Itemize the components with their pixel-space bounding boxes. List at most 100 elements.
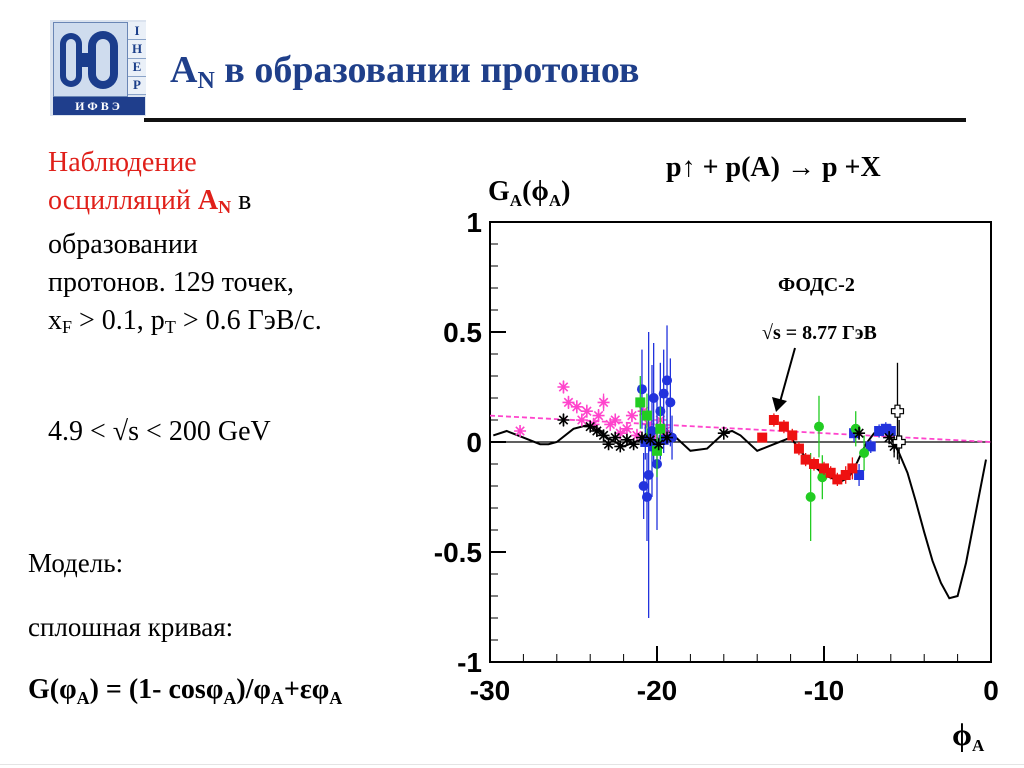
x-title-sub: A [971,736,985,755]
title-main: A [170,49,198,91]
obs-rest: > 0.6 ГэВ/с. [175,305,322,336]
reaction-label: p↑ + p(A) → p +X [666,152,881,183]
y-tick-label: 0.5 [443,317,482,348]
data-point-square [768,415,779,425]
data-point-square [874,426,885,436]
y-title-close: ) [561,176,571,207]
data-point-star [584,420,597,433]
slide-bottom-border [0,764,1024,765]
obs-p-sub: T [164,317,176,337]
y-tick-label: 0 [466,427,482,458]
data-point-star [602,438,615,451]
data-point-star [625,409,638,422]
data-point-square [865,441,876,452]
x-tick-label: -20 [637,675,677,706]
data-point-circle [643,470,654,480]
data-point-circle [648,393,659,403]
logo-letter: Н [128,40,146,59]
data-point-circle [638,481,649,491]
data-point-square [787,430,798,441]
annotation-arrow [779,347,796,403]
data-point-open-cross [890,404,905,418]
formula-part: ) = (1- cosφ [89,674,224,705]
data-point-square [885,426,896,436]
x-tick-label: -10 [804,675,844,706]
data-point-star [659,425,672,437]
logo-bottom-text: ИФВЭ [53,97,145,115]
data-point-circle [636,384,647,395]
data-point-star [557,381,570,393]
data-point-circle [665,397,676,408]
data-point-star [609,431,622,444]
data-point-circle [817,472,828,483]
model-curve [492,423,987,600]
data-point-star [590,425,603,437]
y-title-sub: A [509,191,523,210]
data-point-star [627,438,640,451]
data-point-square [655,423,666,434]
logo-letter: Р [128,76,146,95]
data-point-circle [813,421,824,432]
y-tick-label: -0.5 [434,537,482,568]
fit-line [489,414,992,443]
data-point-star [883,431,896,444]
data-point-square [652,445,662,456]
data-point-star [575,414,588,426]
y-tick-label: 1 [466,207,482,238]
obs-line-2: осцилляций AN в [48,182,408,226]
data-point-star [620,422,633,435]
obs-mid: > 0.1, p [72,305,165,336]
formula-part: +εφ [283,674,330,705]
data-point-star [570,400,583,413]
y-title-paren-sub: A [548,191,562,210]
title-underline [144,118,966,122]
data-point-square [825,467,836,478]
curve-label: сплошная кривая: [28,612,234,642]
data-point-square [800,454,811,465]
data-point-square [635,397,646,408]
data-point-square [778,421,789,432]
obs-x: x [48,305,62,336]
x-tick-label: -30 [470,675,510,706]
data-point-star [635,431,648,444]
data-point-square [658,434,669,445]
data-point-star [580,405,593,418]
data-point-square [840,470,851,480]
data-point-circle [662,375,673,386]
data-point-square [819,463,829,474]
obs-line-4: протонов. 129 точек, [48,267,294,298]
data-point-circle [805,492,816,502]
energy-range: 4.9 < √s < 200 GeV [48,416,271,447]
data-point-open-cross [892,435,906,449]
data-point-square [757,432,768,443]
y-title-main: G [488,176,510,207]
obs-an-sub: N [218,197,232,217]
data-point-star [597,396,610,409]
formula-sub: A [329,688,343,708]
data-point-square [880,423,891,434]
data-point-star [587,418,600,431]
logo-letter: І [128,22,146,41]
data-point-square [854,470,865,480]
x-title-main: ϕ [952,716,972,752]
model-label: Модель: [28,548,124,578]
obs-line-1: Наблюдение [48,147,197,178]
obs-x-sub: F [62,317,73,337]
data-point-star [514,425,527,437]
data-point-star [597,429,610,442]
logo-emblem [53,22,128,97]
obs-an: A [197,185,219,216]
data-point-square [641,410,652,421]
logo-side-letters: І Н Е Р [128,22,146,95]
y-title-paren: (ϕ [522,176,549,207]
model-formula: G(φA) = (1- cosφA)/φA+εφA [28,674,342,709]
data-point-square [832,474,843,485]
title-sub: N [197,68,215,94]
data-point-circle [641,492,652,502]
data-point-square [793,443,804,454]
observation-text: Наблюдение осцилляций AN в образовании п… [48,144,408,346]
formula-sub: A [76,688,90,708]
data-point-square [808,459,819,469]
data-point-star [609,414,622,426]
